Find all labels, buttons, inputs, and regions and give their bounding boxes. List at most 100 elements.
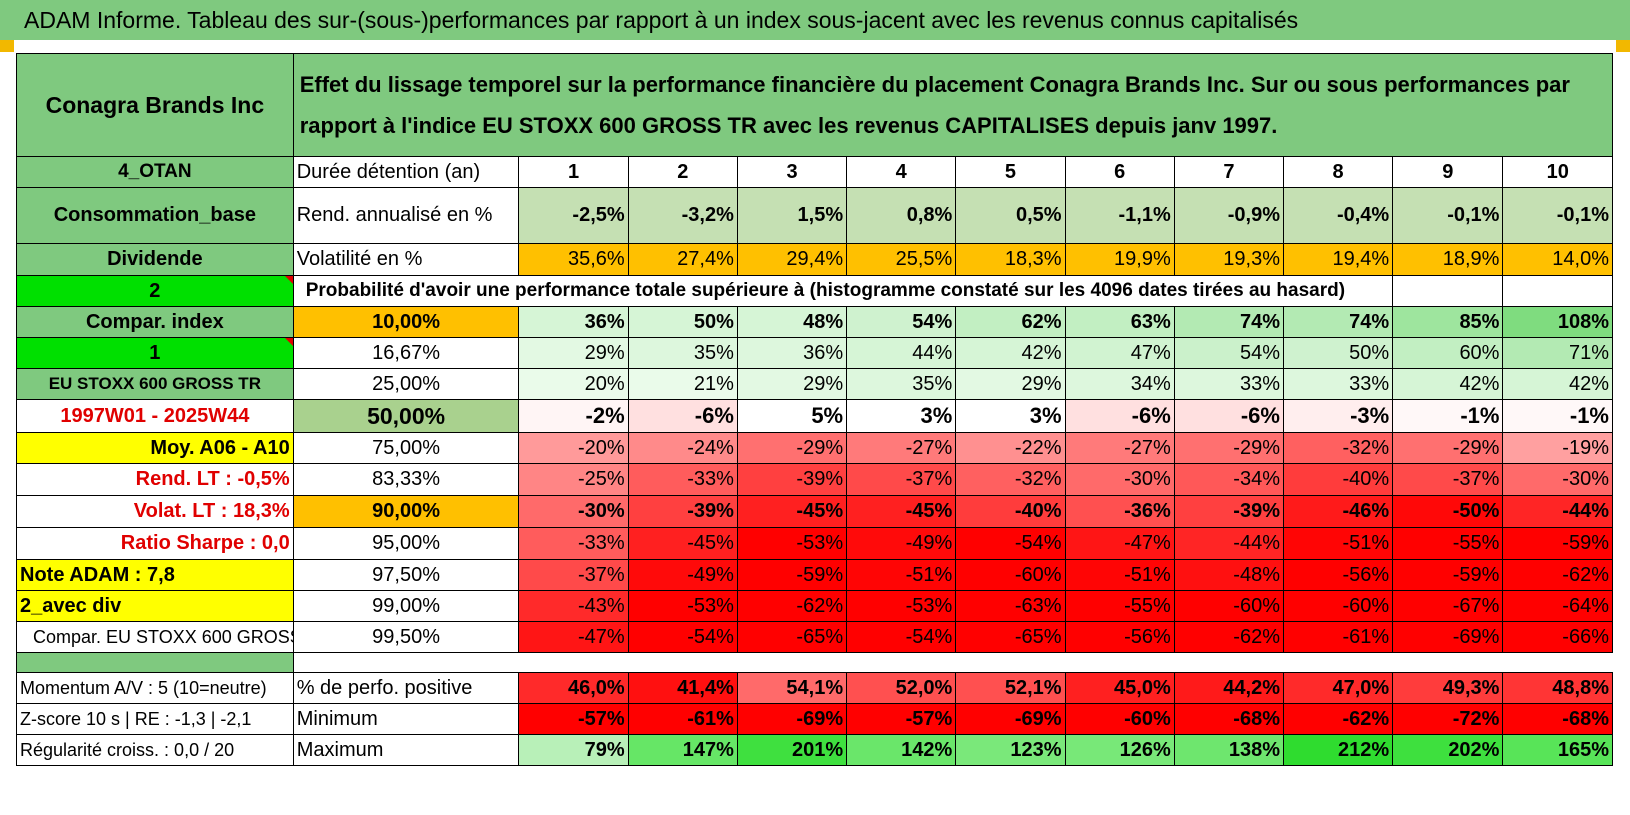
quantile-value: 54%	[846, 306, 957, 338]
index-name-label: EU STOXX 600 GROSS TR	[16, 368, 294, 400]
stat-value: 52,0%	[846, 672, 957, 704]
quantile-value: -55%	[1064, 590, 1175, 622]
volat-lt-label: Volat. LT : 18,3%	[16, 495, 294, 528]
empty-cell	[1392, 275, 1504, 307]
quantile-value: -32%	[955, 463, 1066, 496]
quantile-value: -30%	[518, 495, 629, 528]
stat-label: Minimum	[292, 703, 520, 735]
quantile-value: -51%	[846, 559, 957, 591]
quantile-value: 42%	[955, 337, 1066, 369]
stat-value: 126%	[1064, 734, 1175, 766]
regularite-label: Régularité croiss. : 0,0 / 20	[16, 734, 294, 766]
vol-value: 14,0%	[1502, 243, 1613, 276]
stat-label: Maximum	[292, 734, 520, 766]
quantile-pct: 16,67%	[292, 337, 520, 369]
year-header: 10	[1502, 156, 1613, 188]
spacer-cell	[16, 652, 294, 673]
selector-value-2[interactable]: 2	[16, 275, 294, 307]
stat-label: % de perfo. positive	[292, 672, 520, 704]
quantile-value: 62%	[955, 306, 1066, 338]
moy-label: Moy. A06 - A10	[16, 432, 294, 464]
stat-value: 54,1%	[736, 672, 848, 704]
quantile-value: -47%	[1064, 527, 1175, 560]
quantile-value: -33%	[518, 527, 629, 560]
quantile-pct: 95,00%	[292, 527, 520, 560]
quantile-value: -63%	[955, 590, 1066, 622]
stat-value: 212%	[1282, 734, 1394, 766]
stat-value: -60%	[1064, 703, 1175, 735]
region-label: 4_OTAN	[16, 156, 294, 188]
vol-label: Volatilité en %	[292, 243, 520, 276]
quantile-pct: 99,50%	[292, 621, 520, 653]
quantile-value: -62%	[1502, 559, 1613, 591]
stat-value: 41,4%	[627, 672, 738, 704]
corner-marker-left	[0, 40, 14, 52]
year-header: 2	[627, 156, 738, 188]
stat-value: 47,0%	[1282, 672, 1394, 704]
duration-label: Durée détention (an)	[292, 156, 520, 188]
stat-value: 147%	[627, 734, 738, 766]
year-header: 7	[1173, 156, 1284, 188]
quantile-value: 36%	[518, 306, 629, 338]
vol-value: 29,4%	[736, 243, 848, 276]
stat-value: -62%	[1282, 703, 1394, 735]
stat-value: 44,2%	[1173, 672, 1284, 704]
quantile-value: 85%	[1392, 306, 1504, 338]
compar-full-label: Compar. EU STOXX 600 GROSS TR	[16, 621, 294, 653]
quantile-value: 50%	[627, 306, 738, 338]
stat-value: -72%	[1392, 703, 1504, 735]
quantile-pct: 25,00%	[292, 368, 520, 400]
quantile-value: -67%	[1392, 590, 1504, 622]
quantile-value: 3%	[846, 399, 957, 433]
quantile-value: -1%	[1502, 399, 1613, 433]
stat-value: -68%	[1173, 703, 1284, 735]
stat-value: 201%	[736, 734, 848, 766]
rend-label: Rend. annualisé en %	[292, 187, 520, 244]
quantile-value: -45%	[736, 495, 848, 528]
quantile-value: -44%	[1173, 527, 1284, 560]
stat-value: 138%	[1173, 734, 1284, 766]
quantile-value: -65%	[955, 621, 1066, 653]
quantile-value: -64%	[1502, 590, 1613, 622]
quantile-value: -47%	[518, 621, 629, 653]
quantile-value: 35%	[627, 337, 738, 369]
quantile-value: -44%	[1502, 495, 1613, 528]
momentum-label: Momentum A/V : 5 (10=neutre)	[16, 672, 294, 704]
report-title: ADAM Informe. Tableau des sur-(sous-)per…	[0, 0, 1630, 40]
quantile-value: 63%	[1064, 306, 1175, 338]
quantile-value: 29%	[518, 337, 629, 369]
quantile-value: -50%	[1392, 495, 1504, 528]
rend-value: 0,5%	[955, 187, 1066, 244]
zscore-label: Z-score 10 s | RE : -1,3 | -2,1	[16, 703, 294, 735]
avec-div-label: 2_avec div	[16, 590, 294, 622]
quantile-value: 33%	[1173, 368, 1284, 400]
quantile-pct: 50,00%	[292, 399, 520, 433]
quantile-value: -39%	[1173, 495, 1284, 528]
stat-value: 79%	[518, 734, 629, 766]
quantile-value: 44%	[846, 337, 957, 369]
quantile-value: -30%	[1064, 463, 1175, 496]
quantile-value: -53%	[627, 590, 738, 622]
quantile-value: -45%	[846, 495, 957, 528]
vol-value: 18,3%	[955, 243, 1066, 276]
stat-value: -69%	[955, 703, 1066, 735]
rend-lt-label: Rend. LT : -0,5%	[16, 463, 294, 496]
quantile-value: -24%	[627, 432, 738, 464]
quantile-value: -65%	[736, 621, 848, 653]
quantile-value: 71%	[1502, 337, 1613, 369]
quantile-pct: 83,33%	[292, 463, 520, 496]
quantile-value: 60%	[1392, 337, 1504, 369]
quantile-value: -66%	[1502, 621, 1613, 653]
rend-value: -1,1%	[1064, 187, 1175, 244]
stat-value: 45,0%	[1064, 672, 1175, 704]
quantile-value: -40%	[955, 495, 1066, 528]
quantile-value: -54%	[846, 621, 957, 653]
quantile-value: -34%	[1173, 463, 1284, 496]
quantile-value: -32%	[1282, 432, 1394, 464]
quantile-value: -43%	[518, 590, 629, 622]
quantile-value: 29%	[955, 368, 1066, 400]
sector-label: Consommation_base	[16, 187, 294, 244]
selector-value-1[interactable]: 1	[16, 337, 294, 369]
rend-value: 1,5%	[736, 187, 848, 244]
quantile-value: -49%	[846, 527, 957, 560]
